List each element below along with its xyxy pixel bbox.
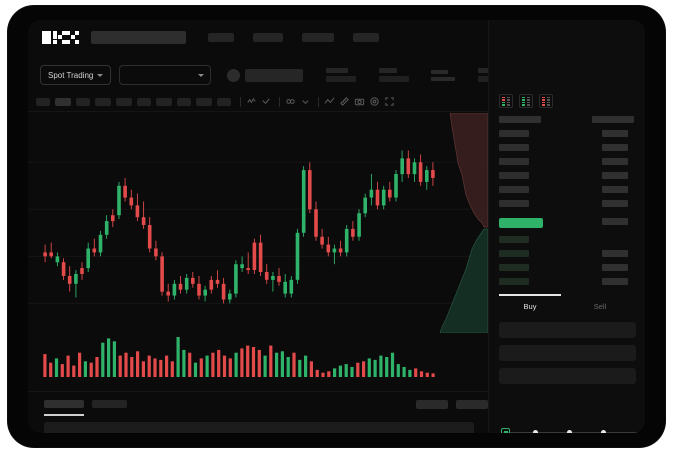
order-entry-form (499, 322, 636, 391)
candlestick-chart-svg (28, 150, 488, 304)
orders-action-button-1[interactable] (416, 400, 448, 409)
camera-icon[interactable] (353, 95, 366, 108)
nav-item-1[interactable] (208, 32, 234, 42)
spot-trading-label: Spot Trading (48, 70, 94, 80)
orderbook-value-right (602, 264, 628, 271)
nav-item-4[interactable] (353, 32, 379, 42)
timeframe-10[interactable] (217, 97, 231, 106)
timeframe-3[interactable] (76, 97, 90, 106)
orderbook-col-header-left (499, 116, 541, 123)
slider-step-25[interactable] (533, 429, 538, 433)
timeframe-9[interactable] (196, 97, 212, 106)
orderbook-value-right (602, 172, 628, 179)
search-input[interactable] (91, 30, 186, 44)
logo-x-icon (66, 30, 79, 44)
slider-step-75[interactable] (601, 429, 606, 433)
orderbook-ask-row[interactable] (499, 186, 529, 193)
tab-open-orders[interactable] (44, 400, 84, 408)
orderbook-and-trade-panel: Buy Sell (488, 20, 645, 433)
slider-handle[interactable] (501, 428, 510, 433)
pair-select-dropdown[interactable] (119, 65, 212, 85)
stat-change (326, 68, 357, 82)
volume-histogram-svg (43, 337, 435, 377)
slider-step-50[interactable] (567, 429, 572, 433)
coin-avatar (227, 68, 241, 82)
toolbar-divider (240, 96, 241, 107)
stat-high (379, 68, 410, 82)
buy-sell-tabs: Buy Sell (489, 294, 645, 316)
total-field[interactable] (499, 368, 636, 384)
nav-item-2[interactable] (253, 32, 283, 42)
settings-icon[interactable] (368, 95, 381, 108)
orderbook-col-header-right (592, 116, 634, 123)
spot-trading-dropdown[interactable]: Spot Trading (40, 65, 112, 85)
timeframe-5[interactable] (116, 97, 132, 106)
ruler-icon[interactable] (338, 95, 351, 108)
orderbook-value-right (602, 144, 628, 151)
top-navigation-bar (28, 20, 645, 54)
trendline-icon[interactable] (323, 95, 336, 108)
orderbook-ask-row[interactable] (499, 144, 529, 151)
orderbook-ask-row[interactable] (499, 158, 529, 165)
orderbook-bid-row[interactable] (499, 236, 529, 243)
timeframe-8[interactable] (177, 97, 191, 106)
orderbook-ask-row[interactable] (499, 172, 529, 179)
candlestick-chart[interactable] (28, 113, 488, 333)
orderbook-view-modes (499, 94, 553, 108)
stat-mini-stack (431, 69, 456, 81)
logo-o-icon (42, 30, 51, 44)
amount-field[interactable] (499, 345, 636, 361)
orders-panel (28, 391, 488, 433)
candle-chart-icon[interactable] (245, 95, 258, 108)
chevron-down-icon (97, 73, 104, 77)
chart-toolbar (28, 92, 488, 112)
orderbook-both-icon[interactable] (499, 94, 513, 108)
market-depth-svg (439, 113, 488, 333)
orderbook-value-right (602, 278, 628, 285)
orderbook-asks-icon[interactable] (539, 94, 553, 108)
orderbook-value-right (602, 130, 628, 137)
orderbook-current-price (499, 218, 543, 228)
orderbook-value-right (602, 186, 628, 193)
tab-buy[interactable]: Buy (523, 302, 537, 311)
volume-histogram (28, 333, 488, 391)
timeframe-2[interactable] (55, 97, 71, 106)
toolbar-divider (279, 96, 280, 107)
okx-logo[interactable] (42, 30, 79, 44)
device-frame: Spot Trading (8, 6, 665, 447)
indicator-icon[interactable] (284, 95, 297, 108)
amount-percent-slider[interactable] (501, 426, 641, 433)
timeframe-1[interactable] (36, 97, 50, 106)
timeframe-6[interactable] (137, 97, 151, 106)
orderbook-bid-row[interactable] (499, 278, 529, 285)
timeframe-7[interactable] (156, 97, 172, 106)
logo-k-icon (53, 30, 66, 44)
active-tab-underline (44, 414, 84, 416)
orderbook-bid-row[interactable] (499, 250, 529, 257)
line-chart-icon[interactable] (260, 95, 273, 108)
orderbook-value-right (602, 158, 628, 165)
timeframe-4[interactable] (95, 97, 111, 106)
price-field[interactable] (499, 322, 636, 338)
chevron-down-icon (198, 73, 205, 77)
orderbook-bids-icon[interactable] (519, 94, 533, 108)
orders-action-button-2[interactable] (456, 400, 488, 409)
tab-sell[interactable]: Sell (593, 302, 607, 311)
orderbook-value-right (602, 218, 628, 225)
tab-order-history[interactable] (92, 400, 127, 408)
last-price-value (245, 68, 304, 82)
orderbook-bid-row[interactable] (499, 264, 529, 271)
orderbook-ask-row[interactable] (499, 130, 529, 137)
orderbook-value-right (602, 250, 628, 257)
toolbar-divider (318, 96, 319, 107)
chevron-down-icon[interactable] (299, 95, 312, 108)
market-depth-overlay (436, 113, 488, 333)
app-screen: Spot Trading (28, 20, 645, 433)
buy-tab-indicator (499, 294, 561, 296)
fullscreen-icon[interactable] (383, 95, 396, 108)
orderbook-value-right (602, 200, 628, 207)
orders-content-area (44, 422, 474, 433)
nav-item-3[interactable] (302, 32, 334, 42)
orderbook-ask-row[interactable] (499, 200, 529, 207)
